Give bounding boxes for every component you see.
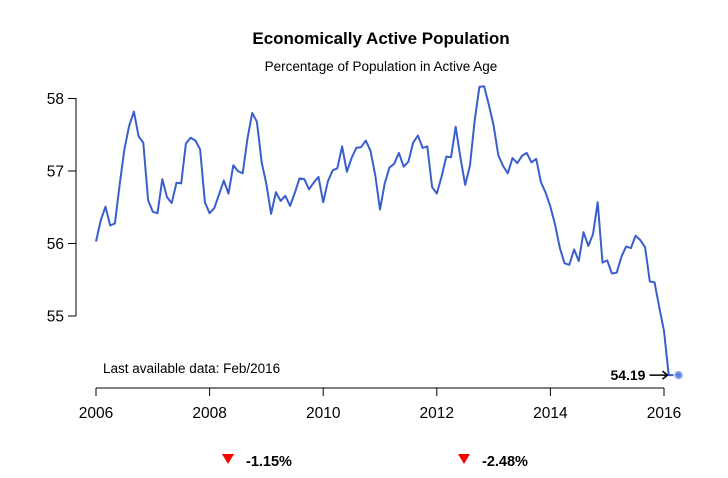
x-ticks: 2006 2008 2010 2012 2014 2016 [79, 388, 681, 422]
x-tick-2006: 2006 [79, 388, 113, 422]
chart-title: Economically Active Population [252, 29, 509, 48]
chart-subtitle: Percentage of Population in Active Age [265, 59, 498, 74]
y-tick-label: 55 [47, 309, 64, 326]
x-tick-2008: 2008 [192, 388, 227, 422]
change-indicator: -1.15% [222, 454, 292, 470]
x-tick-label: 2006 [79, 405, 113, 422]
change-indicator: -2.48% [458, 454, 528, 470]
y-tick-55: 55 [47, 309, 76, 326]
y-tick-label: 56 [47, 236, 64, 253]
last-data-note: Last available data: Feb/2016 [103, 361, 280, 376]
series-line [95, 85, 674, 377]
x-tick-2016: 2016 [647, 388, 681, 422]
y-ticks: 55 56 57 58 [47, 91, 76, 326]
y-tick-56: 56 [47, 236, 76, 253]
y-tick-label: 58 [47, 91, 64, 108]
x-tick-label: 2016 [647, 405, 681, 422]
change-value: -1.15% [246, 454, 292, 470]
change-value: -2.48% [482, 454, 528, 470]
y-tick-57: 57 [47, 164, 76, 181]
x-tick-label: 2012 [420, 405, 454, 422]
last-value-label: 54.19 [610, 367, 645, 383]
last-point-marker [674, 370, 683, 380]
arrow-right-icon [649, 370, 669, 380]
down-triangle-icon [222, 454, 234, 464]
x-tick-label: 2008 [192, 405, 226, 422]
x-tick-2010: 2010 [306, 388, 341, 422]
x-tick-label: 2014 [533, 405, 568, 422]
x-tick-2012: 2012 [420, 388, 454, 422]
down-triangle-icon [458, 454, 470, 464]
y-tick-58: 58 [47, 91, 76, 108]
y-tick-label: 57 [47, 164, 64, 181]
x-tick-2014: 2014 [533, 388, 568, 422]
x-tick-label: 2010 [306, 405, 341, 422]
